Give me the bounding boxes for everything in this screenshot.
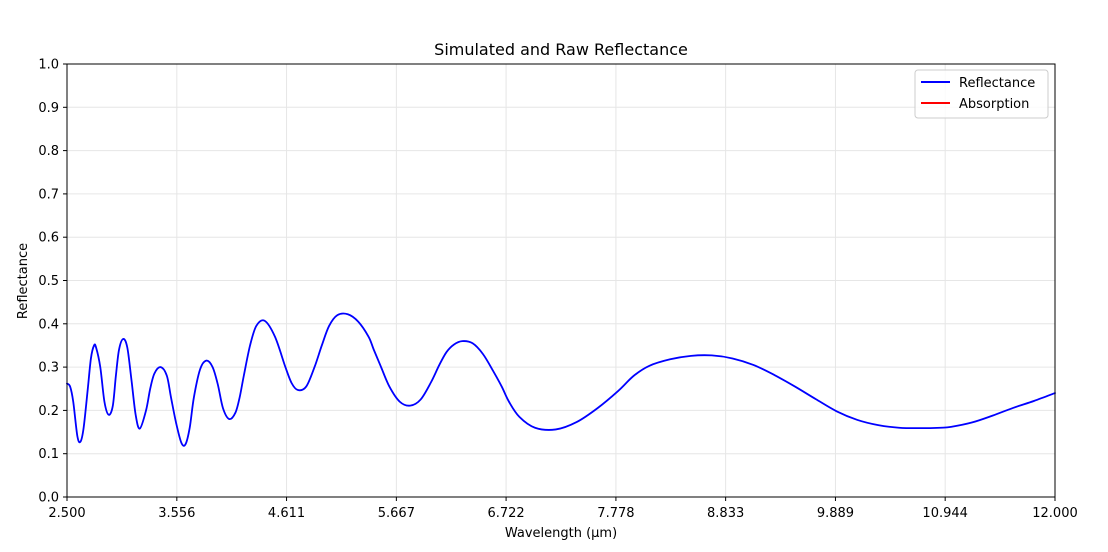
y-tick-label: 0.7 [38,187,59,202]
x-tick-label: 7.778 [597,506,634,521]
y-tick-label: 0.2 [38,404,59,419]
x-tick-label: 12.000 [1032,506,1078,521]
x-tick-label: 10.944 [922,506,968,521]
x-tick-label: 6.722 [487,506,524,521]
y-tick-label: 0.6 [38,231,59,246]
ticks: 2.500 3.556 4.611 5.667 6.722 7.778 8.833 9.889… [38,58,1077,522]
y-tick-label: 0.8 [38,144,59,159]
y-tick-label: 0.9 [38,101,59,116]
y-tick-label: 0.1 [38,447,59,462]
y-tick-label: 0.0 [38,491,59,506]
x-tick-label: 8.833 [707,506,744,521]
x-tick-label: 5.667 [378,506,415,521]
x-tick-label: 9.889 [817,506,854,521]
y-axis-label: Reflectance [16,243,31,319]
y-tick-label: 0.3 [38,361,59,376]
x-tick-label: 2.500 [48,506,85,521]
x-axis-label: Wavelength (μm) [505,526,617,541]
x-tick-label: 3.556 [158,506,195,521]
series-line-reflectance [66,312,1056,447]
chart-title: Simulated and Raw Reflectance [434,40,688,59]
y-tick-label: 0.5 [38,274,59,289]
legend: Reflectance Absorption [914,69,1049,119]
legend-label-absorption: Absorption [959,97,1029,112]
y-tick-label: 0.4 [38,317,59,332]
y-tick-label: 1.0 [38,58,59,73]
legend-label-reflectance: Reflectance [959,76,1035,91]
series-layer [66,312,1056,447]
x-tick-label: 4.611 [268,506,305,521]
